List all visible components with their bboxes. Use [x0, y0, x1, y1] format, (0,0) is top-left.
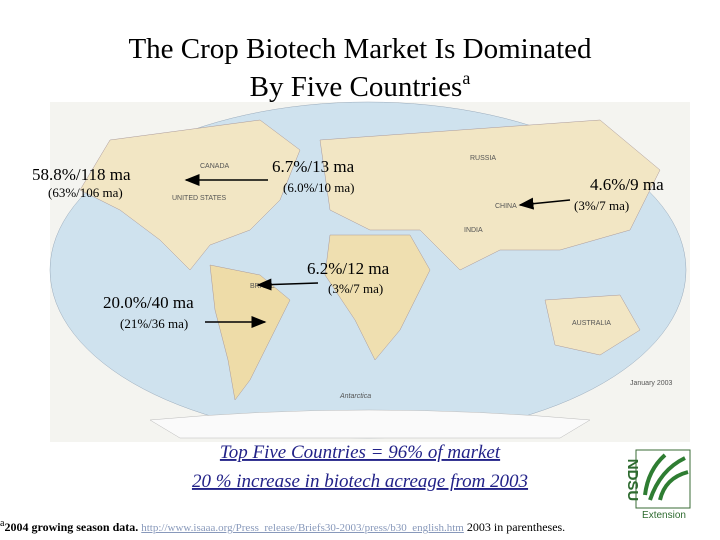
place-name: RUSSIA: [470, 155, 496, 162]
arrow: [256, 278, 319, 291]
annotations: 58.8%/118 ma (63%/106 ma) 6.7%/13 ma (6.…: [32, 157, 664, 331]
logo-name: NDSU: [624, 459, 641, 502]
share-label: 6.7%/13 ma: [272, 157, 355, 176]
logo-subtitle: Extension: [642, 510, 686, 521]
footnote-note: 2003 in parentheses.: [466, 520, 566, 534]
previous-label: (21%/36 ma): [120, 316, 188, 331]
footnote: a2004 growing season data. http://www.is…: [0, 518, 720, 535]
summary-line: Top Five Countries = 96% of market: [220, 442, 501, 463]
share-label: 4.6%/9 ma: [590, 175, 664, 194]
place-name: January 2003: [630, 380, 673, 387]
summary-line: 20 % increase in biotech acreage from 20…: [192, 471, 528, 492]
title-line2: By Five Countriesa: [250, 68, 471, 103]
footnote-link[interactable]: http://www.isaaa.org/Press_release/Brief…: [141, 522, 464, 534]
previous-label: (6.0%/10 ma): [283, 180, 354, 195]
previous-label: (3%/7 ma): [328, 281, 383, 296]
place-name: AUSTRALIA: [572, 320, 611, 327]
place-name: CANADA: [200, 163, 230, 170]
share-label: 58.8%/118 ma: [32, 165, 131, 184]
arrow: [518, 197, 571, 210]
title-line1: The Crop Biotech Market Is Dominated: [128, 33, 592, 65]
footnote-marker: a: [0, 518, 5, 529]
share-label: 6.2%/12 ma: [307, 259, 390, 278]
share-label: 20.0%/40 ma: [103, 293, 194, 312]
place-name: Antarctica: [339, 393, 371, 400]
footnote-text: 2004 growing season data.: [4, 520, 139, 534]
previous-label: (63%/106 ma): [48, 185, 123, 200]
place-name: UNITED STATES: [172, 195, 227, 202]
logo: NDSU Extension: [624, 449, 691, 521]
world-map: CANADA UNITED STATES RUSSIA CHINA INDIA …: [49, 101, 690, 442]
previous-label: (3%/7 ma): [574, 198, 629, 213]
place-name: INDIA: [464, 227, 483, 234]
place-name: CHINA: [495, 203, 517, 210]
